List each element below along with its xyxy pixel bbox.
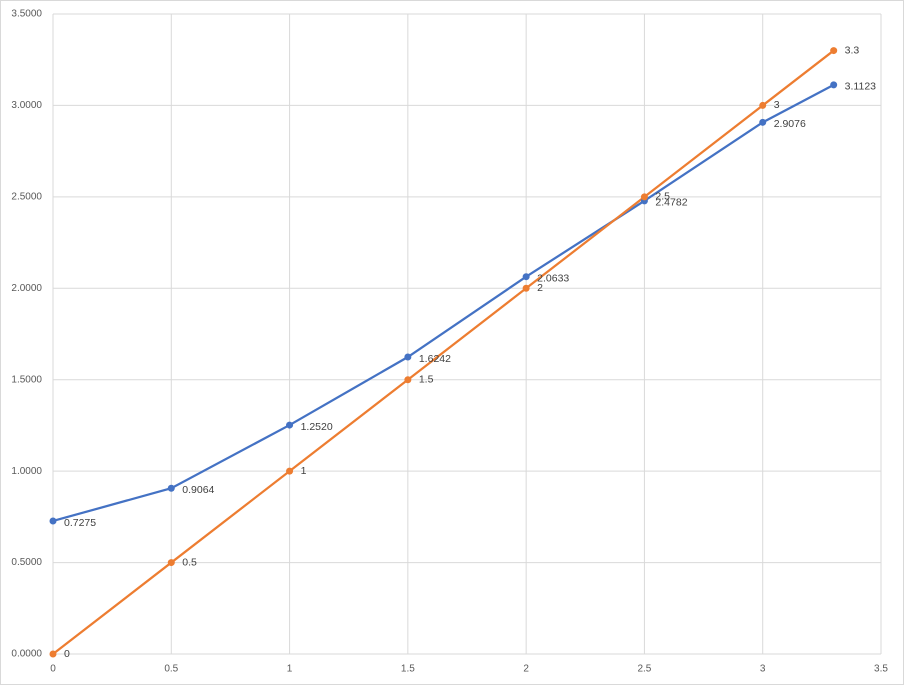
marker <box>522 284 530 292</box>
marker <box>522 273 530 281</box>
x-tick-label: 1.5 <box>401 664 415 675</box>
data-label: 0.9064 <box>182 484 214 496</box>
x-tick-label: 3 <box>760 664 766 675</box>
data-label: 0.7275 <box>64 517 96 529</box>
series-line <box>52 49 835 655</box>
data-label: 1 <box>301 465 307 477</box>
marker <box>167 484 175 492</box>
data-label: 3.1123 <box>845 81 876 93</box>
marker <box>759 118 767 126</box>
data-label: 0 <box>64 648 70 660</box>
marker <box>286 421 294 429</box>
marker <box>49 650 57 658</box>
y-tick-label: 0.0000 <box>11 649 42 660</box>
y-tick-label: 1.5000 <box>11 374 42 385</box>
marker <box>404 353 412 361</box>
y-tick-label: 2.5000 <box>11 191 42 202</box>
marker <box>830 47 838 55</box>
marker <box>286 467 294 475</box>
data-label: 2.5 <box>655 191 670 203</box>
data-label: 3.3 <box>845 44 860 56</box>
x-tick-label: 3.5 <box>874 664 888 675</box>
data-label: 1.5 <box>419 373 434 385</box>
y-tick-label: 3.0000 <box>11 100 42 111</box>
marker <box>167 559 175 567</box>
marker <box>49 517 57 525</box>
data-label: 2 <box>537 282 543 294</box>
data-label: 1.2520 <box>301 421 333 433</box>
series-line <box>52 83 835 523</box>
x-tick-label: 0.5 <box>164 664 178 675</box>
y-tick-label: 2.0000 <box>11 283 42 294</box>
data-label: 0.5 <box>182 556 197 568</box>
marker <box>830 81 838 89</box>
y-tick-label: 1.0000 <box>11 466 42 477</box>
marker <box>404 376 412 384</box>
marker <box>759 101 767 109</box>
data-label: 2.9076 <box>774 118 806 130</box>
x-tick-label: 2.5 <box>637 664 651 675</box>
x-tick-label: 1 <box>287 664 293 675</box>
marker <box>640 193 648 201</box>
y-tick-label: 3.5000 <box>11 9 42 20</box>
data-label: 2.4782 <box>655 197 687 209</box>
data-label: 1.6242 <box>419 353 451 365</box>
data-label: 3 <box>774 99 780 111</box>
data-label: 2.0633 <box>537 272 569 284</box>
y-tick-label: 0.5000 <box>11 557 42 568</box>
x-tick-label: 0 <box>50 664 56 675</box>
x-tick-label: 2 <box>523 664 529 675</box>
